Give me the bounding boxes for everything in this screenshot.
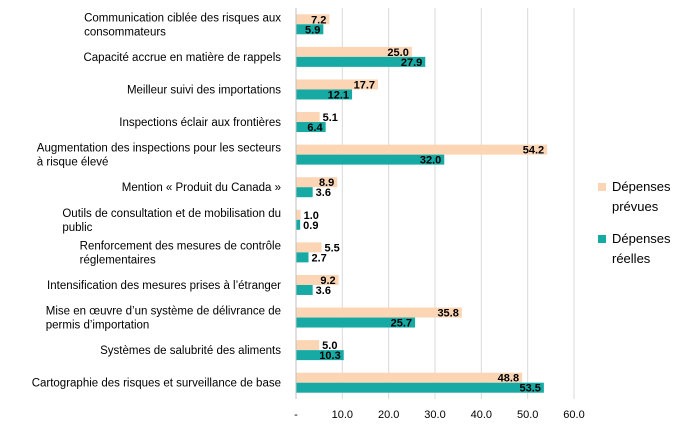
data-label-actual: 53.5 [519, 383, 540, 395]
data-label-planned: 35.8 [437, 308, 458, 320]
data-label-planned: 5.5 [324, 242, 339, 254]
x-tick-label: 10.0 [332, 409, 353, 421]
category-labels: Communication ciblée des risques aux cons… [32, 12, 282, 389]
gridlines [341, 8, 575, 399]
x-tick-label: - [294, 409, 298, 421]
category-label: réglementaires [80, 254, 156, 266]
category-label: Mention « Produit du Canada » [122, 182, 281, 194]
data-label-actual: 25.7 [391, 318, 412, 330]
bars [296, 14, 548, 393]
data-label-planned: 7.2 [311, 14, 326, 26]
bar-planned [296, 372, 523, 383]
bar-actual [296, 317, 416, 328]
category-label: Cartographie des risques et surveillance… [32, 378, 281, 390]
data-label-actual: 32.0 [420, 155, 441, 167]
data-label-planned: 25.0 [387, 47, 408, 59]
data-label-planned: 5.0 [322, 340, 337, 352]
bar-planned [296, 209, 301, 220]
data-label-actual: 12.1 [328, 89, 349, 101]
category-label: public [62, 222, 92, 234]
data-label-planned: 9.2 [320, 275, 335, 287]
x-tick-label: 60.0 [563, 409, 584, 421]
category-label: à risque élevé [37, 157, 109, 169]
category-label: Intensification des mesures prises à l’é… [47, 280, 281, 292]
data-label-planned: 5.1 [323, 112, 338, 124]
data-label-actual: 3.6 [316, 285, 331, 297]
legend: Dépenses prévues Dépenses réelles [598, 179, 671, 266]
category-label: Outils de consultation et de mobilisatio… [62, 208, 281, 220]
bar-actual [296, 187, 313, 198]
legend-label: Dépenses [612, 179, 671, 194]
bar-actual [296, 382, 544, 393]
bar-actual [296, 219, 301, 230]
bar-actual [296, 89, 353, 100]
category-label: Mise en œuvre d’un système de délivrance… [46, 306, 281, 318]
legend-label: prévues [612, 199, 659, 214]
x-tick-label: 50.0 [517, 409, 538, 421]
bar-planned [296, 144, 548, 155]
x-tick-label: 20.0 [378, 409, 399, 421]
data-label-actual: 27.9 [401, 57, 422, 69]
data-label-planned: 1.0 [304, 210, 319, 222]
axes: - 10.0 20.0 30.0 40.0 50.0 60.0 [294, 8, 585, 421]
data-label-actual: 10.3 [319, 350, 340, 362]
category-label: Inspections éclair aux frontières [119, 117, 281, 129]
bar-planned [296, 307, 462, 318]
legend-swatch-actual [598, 235, 606, 243]
legend-label: réelles [612, 251, 651, 266]
data-label-actual: 5.9 [305, 24, 320, 36]
data-label-planned: 17.7 [354, 79, 375, 91]
data-label-planned: 48.8 [498, 373, 519, 385]
bar-planned [296, 46, 412, 57]
category-label: consommateurs [84, 26, 166, 38]
legend-label: Dépenses [612, 231, 671, 246]
data-label-planned: 8.9 [319, 177, 334, 189]
bar-actual [296, 24, 324, 35]
x-tick-label: 30.0 [424, 409, 445, 421]
bar-actual [296, 56, 426, 67]
bar-planned [296, 274, 339, 285]
category-label: Communication ciblée des risques aux [84, 12, 281, 24]
bar-planned [296, 79, 379, 90]
bar-planned [296, 14, 330, 25]
bar-actual [296, 154, 445, 165]
data-labels: 7.25.925.027.917.712.15.16.454.232.08.93… [303, 14, 544, 394]
data-label-actual: 2.7 [312, 252, 327, 264]
category-label: Capacité accrue en matière de rappels [83, 52, 281, 64]
bar-actual [296, 284, 313, 295]
bar-planned [296, 177, 338, 188]
category-label: Systèmes de salubrité des aliments [100, 345, 281, 357]
bar-planned [296, 340, 320, 351]
category-label: Augmentation des inspections pour les se… [37, 143, 281, 155]
bar-actual [296, 252, 309, 263]
data-label-actual: 3.6 [316, 187, 331, 199]
category-label: Meilleur suivi des importations [127, 84, 281, 96]
bar-actual [296, 122, 326, 133]
data-label-actual: 0.9 [303, 220, 318, 232]
legend-swatch-planned [598, 183, 606, 191]
data-label-planned: 54.2 [523, 145, 544, 157]
x-tick-label: 40.0 [471, 409, 492, 421]
category-label: Renforcement des mesures de contrôle [80, 240, 281, 252]
category-label: permis d’importation [46, 320, 150, 332]
bar-actual [296, 350, 344, 361]
data-label-actual: 6.4 [307, 122, 323, 134]
bar-planned [296, 242, 322, 253]
bar-planned [296, 112, 320, 123]
